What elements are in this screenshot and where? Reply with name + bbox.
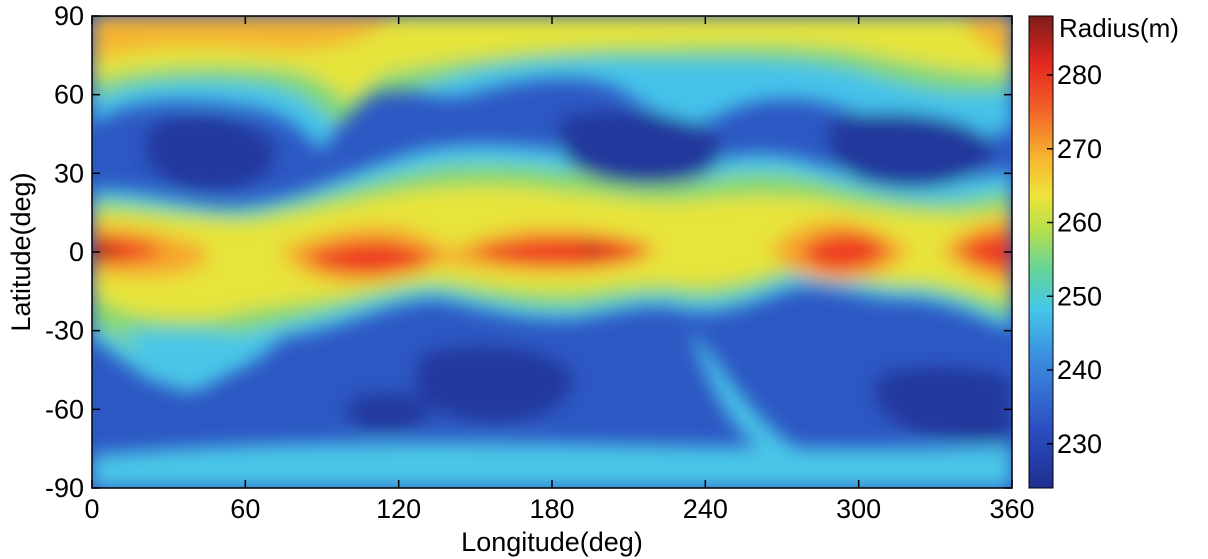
contour-region bbox=[92, 245, 120, 258]
x-tick-label: 240 bbox=[683, 494, 728, 524]
contour-region bbox=[690, 330, 800, 455]
colorbar-title: Radius(m) bbox=[1059, 13, 1179, 43]
contour-region bbox=[960, 16, 1012, 60]
x-tick-label: 180 bbox=[529, 494, 574, 524]
contour-region bbox=[415, 346, 572, 422]
x-axis-label: Longitude(deg) bbox=[461, 527, 643, 557]
colorbar-tick-label: 280 bbox=[1057, 60, 1102, 90]
y-tick-label: -30 bbox=[45, 316, 84, 346]
contour-region bbox=[875, 366, 1012, 442]
x-tick-label: 60 bbox=[230, 494, 260, 524]
contour-region bbox=[575, 247, 610, 253]
y-tick-label: 90 bbox=[54, 1, 84, 31]
contour-region bbox=[470, 237, 650, 266]
x-tick-label: 360 bbox=[989, 494, 1034, 524]
heatmap-field bbox=[92, 16, 1012, 488]
contour-region bbox=[120, 330, 280, 392]
x-axis: 0 60 120 180 240 300 360 bbox=[84, 16, 1035, 524]
contour-region bbox=[346, 394, 430, 432]
colorbar-tick-label: 270 bbox=[1057, 134, 1102, 164]
y-axis: 90 60 30 0 -30 -60 -90 bbox=[45, 1, 1012, 503]
y-tick-label: 30 bbox=[54, 158, 84, 188]
contour-region bbox=[560, 111, 722, 185]
colorbar: 280 270 260 250 240 230 Radius(m) bbox=[1028, 13, 1179, 489]
contour-region bbox=[800, 233, 890, 271]
contour-region bbox=[92, 236, 165, 263]
y-tick-label: -60 bbox=[45, 394, 84, 424]
colorbar-tick-label: 260 bbox=[1057, 208, 1102, 238]
y-tick-label: 0 bbox=[69, 237, 84, 267]
contour-region bbox=[92, 16, 400, 60]
x-tick-label: 120 bbox=[376, 494, 421, 524]
colorbar-tick-label: 250 bbox=[1057, 281, 1102, 311]
y-axis-label: Latitude(deg) bbox=[6, 172, 36, 331]
x-tick-label: 300 bbox=[836, 494, 881, 524]
y-tick-label: 60 bbox=[54, 80, 84, 110]
contour-region bbox=[305, 241, 440, 275]
contour-region bbox=[145, 116, 275, 191]
colorbar-tick-label: 240 bbox=[1057, 355, 1102, 385]
x-tick-label: 0 bbox=[84, 494, 99, 524]
colorbar-gradient bbox=[1028, 15, 1054, 489]
contour-region bbox=[955, 232, 1012, 272]
colorbar-tick-label: 230 bbox=[1057, 429, 1102, 459]
y-tick-label: -90 bbox=[45, 473, 84, 503]
contour-region bbox=[830, 113, 992, 189]
